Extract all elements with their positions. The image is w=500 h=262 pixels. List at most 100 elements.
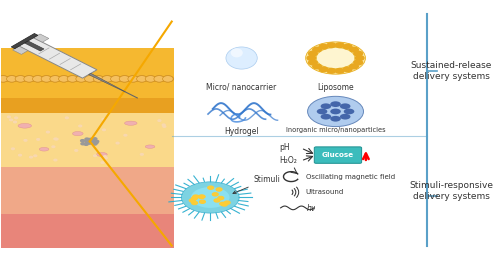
- Text: Hydrogel: Hydrogel: [224, 127, 259, 136]
- Circle shape: [118, 76, 130, 82]
- Circle shape: [350, 47, 358, 52]
- Circle shape: [340, 103, 350, 109]
- Text: Stimuli: Stimuli: [233, 175, 280, 194]
- Polygon shape: [23, 40, 44, 51]
- Circle shape: [110, 76, 122, 82]
- Circle shape: [66, 76, 78, 82]
- Circle shape: [104, 157, 107, 159]
- Ellipse shape: [39, 148, 49, 151]
- Circle shape: [14, 117, 18, 119]
- Circle shape: [330, 108, 341, 114]
- Circle shape: [316, 48, 355, 68]
- Circle shape: [162, 76, 173, 82]
- Circle shape: [308, 96, 364, 127]
- Circle shape: [200, 195, 205, 198]
- Circle shape: [92, 140, 96, 142]
- Text: Sustained-release
delivery systems: Sustained-release delivery systems: [410, 61, 492, 81]
- Circle shape: [66, 117, 68, 119]
- Circle shape: [14, 121, 16, 123]
- Circle shape: [14, 76, 26, 82]
- Circle shape: [336, 43, 344, 47]
- Circle shape: [95, 140, 98, 143]
- Circle shape: [212, 193, 218, 196]
- Circle shape: [85, 139, 89, 141]
- Circle shape: [50, 76, 61, 82]
- Circle shape: [37, 139, 40, 140]
- Circle shape: [336, 69, 344, 73]
- Ellipse shape: [76, 76, 86, 82]
- Ellipse shape: [15, 76, 26, 82]
- Circle shape: [81, 143, 85, 145]
- Circle shape: [344, 108, 354, 114]
- Circle shape: [162, 124, 165, 126]
- Circle shape: [40, 76, 52, 82]
- Circle shape: [136, 76, 147, 82]
- Circle shape: [193, 195, 198, 198]
- Circle shape: [116, 142, 119, 144]
- Circle shape: [224, 201, 230, 204]
- Circle shape: [101, 162, 104, 163]
- Circle shape: [0, 76, 9, 82]
- Polygon shape: [11, 34, 38, 49]
- Circle shape: [92, 140, 96, 143]
- Circle shape: [192, 201, 198, 205]
- Ellipse shape: [93, 76, 104, 82]
- Ellipse shape: [162, 76, 173, 82]
- Circle shape: [10, 119, 12, 121]
- Ellipse shape: [154, 76, 164, 82]
- Ellipse shape: [136, 76, 147, 82]
- Ellipse shape: [50, 76, 60, 82]
- Circle shape: [313, 47, 322, 52]
- Circle shape: [12, 148, 14, 150]
- Bar: [0, 214, 174, 248]
- Text: Ultrasound: Ultrasound: [306, 189, 344, 195]
- Circle shape: [190, 199, 195, 202]
- Circle shape: [320, 103, 331, 109]
- Ellipse shape: [24, 76, 34, 82]
- Circle shape: [128, 76, 139, 82]
- Circle shape: [344, 44, 352, 49]
- Circle shape: [102, 118, 105, 120]
- Circle shape: [93, 138, 97, 140]
- Circle shape: [84, 76, 96, 82]
- Ellipse shape: [6, 76, 17, 82]
- Circle shape: [330, 101, 341, 107]
- Circle shape: [102, 76, 113, 82]
- Text: Liposome: Liposome: [317, 83, 354, 92]
- Ellipse shape: [119, 76, 130, 82]
- Circle shape: [191, 187, 230, 208]
- Circle shape: [124, 134, 127, 136]
- Ellipse shape: [18, 123, 32, 128]
- Ellipse shape: [231, 48, 243, 57]
- Circle shape: [92, 76, 104, 82]
- Circle shape: [32, 76, 44, 82]
- Circle shape: [222, 203, 228, 206]
- Circle shape: [34, 155, 36, 157]
- Circle shape: [76, 76, 87, 82]
- Circle shape: [94, 155, 96, 156]
- Ellipse shape: [128, 76, 138, 82]
- Text: Inorganic micro/nanoparticles: Inorganic micro/nanoparticles: [286, 127, 386, 133]
- Ellipse shape: [0, 76, 8, 82]
- Ellipse shape: [124, 121, 137, 125]
- Circle shape: [94, 142, 98, 144]
- Circle shape: [350, 64, 358, 69]
- Circle shape: [317, 108, 328, 114]
- Text: $h\nu$: $h\nu$: [306, 202, 316, 213]
- Circle shape: [154, 76, 165, 82]
- Circle shape: [163, 126, 166, 127]
- Circle shape: [24, 76, 35, 82]
- Bar: [0, 99, 174, 113]
- Circle shape: [313, 64, 322, 69]
- Circle shape: [90, 138, 93, 140]
- Ellipse shape: [96, 152, 107, 156]
- Ellipse shape: [41, 76, 52, 82]
- Text: Glucose: Glucose: [322, 152, 354, 158]
- Circle shape: [8, 116, 10, 118]
- Circle shape: [24, 140, 27, 141]
- Circle shape: [88, 139, 92, 140]
- Bar: [0, 113, 174, 167]
- Circle shape: [140, 154, 143, 155]
- Text: Micro/ nanocarrier: Micro/ nanocarrier: [206, 83, 276, 92]
- Circle shape: [85, 141, 89, 143]
